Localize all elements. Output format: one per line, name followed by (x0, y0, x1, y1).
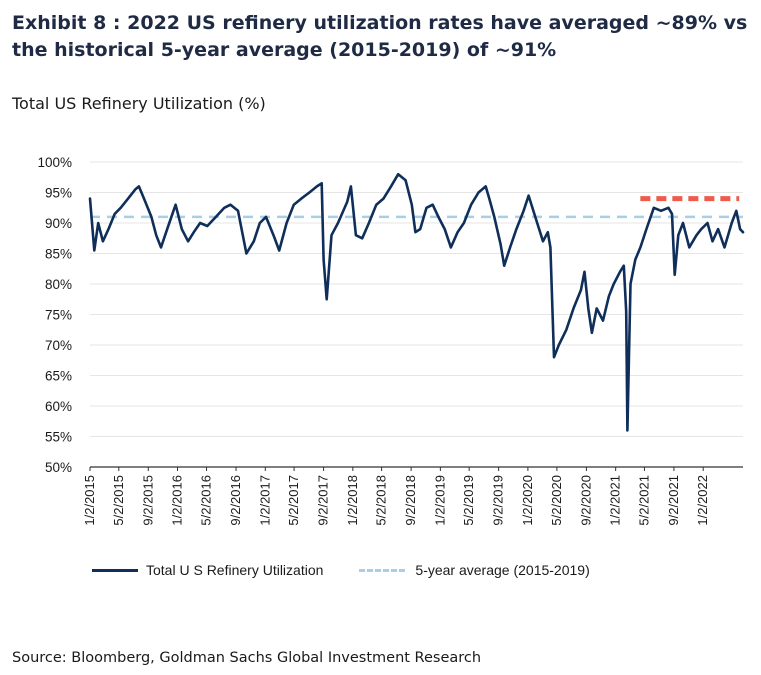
line-chart: 100% 95% 90% 85% 80% 75% 70% 65% 60% 55% 50% 1/2/2… (37, 155, 745, 526)
y-tick-label: 95% (45, 186, 72, 201)
x-tick-label: 1/2/2015 (82, 475, 97, 526)
legend-label-utilization: Total U S Refinery Utilization (146, 562, 324, 578)
y-tick-label: 80% (45, 277, 72, 292)
x-tick-label: 1/2/2020 (520, 475, 535, 526)
legend: Total U S Refinery Utilization 5-year av… (92, 562, 626, 578)
y-tick-label: 75% (45, 308, 72, 323)
legend-swatch-dashed (359, 568, 406, 572)
x-tick-label: 1/2/2019 (432, 475, 447, 526)
gridlines (90, 161, 743, 437)
x-tick-label: 9/2/2017 (316, 475, 331, 526)
y-axis-labels: 100% 95% 90% 85% 80% 75% 70% 65% 60% 55% 50% (37, 155, 72, 475)
y-tick-label: 90% (45, 216, 72, 231)
y-tick-label: 60% (45, 399, 72, 414)
x-tick-label: 9/2/2018 (403, 475, 418, 526)
y-tick-label: 85% (45, 247, 72, 262)
y-tick-label: 70% (45, 338, 72, 353)
utilization-line (88, 172, 745, 432)
x-tick-label: 1/2/2017 (257, 475, 272, 526)
legend-item-average: 5-year average (2015-2019) (359, 562, 590, 578)
x-tick-label: 1/2/2021 (608, 475, 623, 526)
source-note: Source: Bloomberg, Goldman Sachs Global … (12, 650, 482, 666)
x-tick-label: 1/2/2018 (345, 475, 360, 526)
x-tick-label: 5/2/2016 (199, 475, 214, 526)
x-tick-label: 1/2/2016 (170, 475, 185, 526)
y-tick-label: 100% (37, 155, 72, 170)
x-tick-label: 5/2/2020 (549, 475, 564, 526)
x-axis-labels: 1/2/2015 5/2/2015 9/2/2015 1/2/2016 5/2/2016… (82, 475, 710, 526)
x-tick-label: 9/2/2019 (491, 475, 506, 526)
y-tick-label: 65% (45, 369, 72, 384)
x-tick-label: 9/2/2020 (578, 475, 593, 526)
x-axis (89, 466, 743, 471)
series-group (88, 172, 745, 432)
x-tick-label: 1/2/2022 (695, 475, 710, 526)
x-tick-label: 9/2/2016 (228, 475, 243, 526)
chart-title: Exhibit 8 : 2022 US refinery utilization… (12, 12, 748, 61)
x-tick-label: 5/2/2019 (461, 475, 476, 526)
x-tick-label: 9/2/2021 (666, 475, 681, 526)
legend-swatch-solid (92, 568, 138, 572)
chart-subtitle: Total US Refinery Utilization (%) (12, 94, 266, 113)
y-tick-label: 50% (45, 460, 72, 475)
x-tick-label: 5/2/2015 (111, 475, 126, 526)
x-tick-label: 9/2/2015 (140, 475, 155, 526)
x-tick-label: 5/2/2018 (374, 475, 389, 526)
legend-item-utilization: Total U S Refinery Utilization (92, 562, 323, 578)
y-tick-label: 55% (45, 430, 72, 445)
legend-label-average: 5-year average (2015-2019) (415, 562, 590, 578)
x-tick-label: 5/2/2017 (286, 475, 301, 526)
x-tick-label: 5/2/2021 (636, 475, 651, 526)
